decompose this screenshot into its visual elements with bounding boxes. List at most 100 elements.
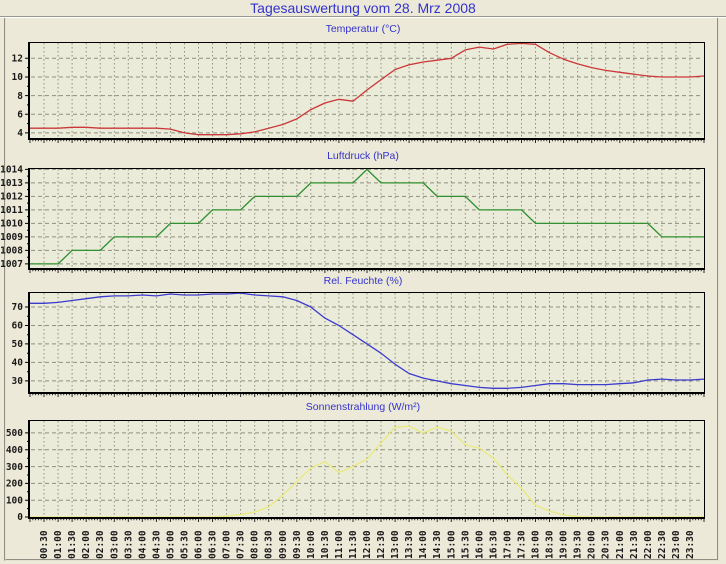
x-time-label: 13:30 — [404, 530, 415, 559]
pressure-plot-horizontal-grid — [31, 168, 703, 265]
y-tick-label: 1010 — [0, 219, 23, 230]
radiation-plot-frame — [30, 420, 705, 517]
x-time-label: 08:30 — [264, 530, 275, 559]
x-time-label: 12:30 — [376, 530, 387, 559]
x-time-label: 09:00 — [278, 530, 289, 559]
x-time-label: 03:30 — [123, 530, 134, 559]
x-time-label: 02:00 — [81, 530, 92, 559]
x-time-label: 00:30 — [39, 530, 50, 559]
y-tick-label: 1013 — [0, 178, 23, 189]
x-time-label: 14:00 — [418, 530, 429, 559]
x-time-label: 10:00 — [306, 530, 317, 559]
x-time-label: 02:30 — [95, 530, 106, 559]
y-tick-label: 8 — [17, 91, 23, 102]
x-time-label: 15:30 — [460, 530, 471, 559]
x-time-label: 17:30 — [517, 530, 528, 559]
y-tick-label: 6 — [17, 109, 23, 120]
radiation-plot-axes — [28, 420, 705, 519]
charts-panel — [4, 18, 719, 561]
x-time-label: 18:30 — [545, 530, 556, 559]
radiation-plot-horizontal-grid — [31, 432, 703, 501]
x-time-label: 01:00 — [53, 530, 64, 559]
x-time-label: 17:00 — [502, 530, 513, 559]
temperature-plot-axes — [28, 42, 705, 140]
y-tick-label: 10 — [12, 72, 24, 83]
x-time-label: 09:30 — [292, 530, 303, 559]
x-time-label: 22:00 — [643, 530, 654, 559]
chart-title-pressure: Luftdruck (hPa) — [327, 150, 399, 162]
pressure-plot-axes — [28, 168, 705, 270]
x-time-label: 11:00 — [334, 530, 345, 559]
pressure-plot-vertical-grid — [43, 169, 691, 267]
x-time-label: 06:30 — [208, 530, 219, 559]
temperature-plot-x-ticks — [29, 139, 705, 143]
y-tick-label: 400 — [6, 445, 23, 456]
chart-title-temperature: Temperatur (°C) — [325, 23, 401, 35]
pressure-plot-frame — [30, 168, 705, 268]
x-time-label: 23:00 — [671, 530, 682, 559]
x-time-label: 05:00 — [165, 530, 176, 559]
temperature-plot-frame — [30, 42, 705, 138]
chart-title-humidity: Rel. Feuchte (%) — [323, 275, 403, 287]
y-tick-label: 1012 — [0, 192, 23, 203]
y-tick-label: 40 — [12, 358, 24, 369]
x-time-label: 15:00 — [446, 530, 457, 559]
x-time-label: 07:00 — [222, 530, 233, 559]
y-tick-label: 12 — [12, 54, 23, 65]
x-time-label: 04:00 — [137, 530, 148, 559]
x-time-label: 14:30 — [432, 530, 443, 559]
y-tick-label: 500 — [6, 428, 23, 439]
x-time-label: 18:00 — [531, 530, 542, 559]
chart-title-radiation: Sonnenstrahlung (W/m²) — [305, 401, 421, 413]
y-tick-label: 50 — [12, 339, 24, 350]
humidity-plot-series-line — [29, 292, 705, 389]
x-time-label: 19:00 — [559, 530, 570, 559]
temperature-plot-series-line — [29, 42, 705, 136]
y-tick-label: 1008 — [0, 246, 23, 257]
pressure-plot-x-ticks — [29, 269, 705, 273]
humidity-plot-axes — [28, 292, 705, 394]
x-time-label: 22:30 — [657, 530, 668, 559]
y-tick-label: 4 — [17, 128, 23, 139]
y-tick-label: 100 — [6, 495, 23, 506]
page-title: Tagesauswertung vom 28. Mrz 2008 — [250, 0, 476, 16]
x-time-label: 01:30 — [67, 530, 78, 559]
y-tick-label: 1014 — [0, 165, 23, 176]
y-tick-label: 1009 — [0, 232, 23, 243]
y-tick-label: 30 — [12, 376, 24, 387]
x-time-label: 21:00 — [615, 530, 626, 559]
x-time-label: 12:00 — [362, 530, 373, 559]
x-time-label: 16:30 — [488, 530, 499, 559]
humidity-plot-vertical-grid — [43, 293, 691, 391]
x-time-label: 05:30 — [180, 530, 191, 559]
y-tick-label: 70 — [12, 302, 24, 313]
y-tick-label: 1011 — [0, 205, 23, 216]
radiation-plot-x-ticks — [29, 518, 705, 522]
temperature-plot-horizontal-grid — [31, 57, 703, 134]
y-tick-label: 60 — [12, 321, 24, 332]
y-tick-label: 200 — [6, 479, 23, 490]
humidity-plot-x-ticks — [29, 393, 705, 397]
x-time-label: 21:30 — [629, 530, 640, 559]
x-time-label: 19:30 — [573, 530, 584, 559]
x-time-label: 08:00 — [250, 530, 261, 559]
x-time-label: 13:00 — [390, 530, 401, 559]
radiation-plot-background — [30, 420, 704, 517]
x-time-label: 07:30 — [236, 530, 247, 559]
title-divider — [0, 16, 726, 18]
humidity-plot-frame — [30, 292, 705, 392]
x-time-label: 11:30 — [348, 530, 359, 559]
x-time-label: 23:30 — [685, 530, 696, 559]
x-time-label: 20:00 — [587, 530, 598, 559]
pressure-plot-series-line — [29, 168, 705, 265]
x-time-label: 03:00 — [109, 530, 120, 559]
x-time-label: 16:00 — [474, 530, 485, 559]
y-tick-label: 300 — [6, 462, 23, 473]
y-tick-label: 0 — [17, 512, 23, 523]
x-time-label: 20:30 — [601, 530, 612, 559]
x-time-label: 10:30 — [320, 530, 331, 559]
x-time-label: 06:00 — [194, 530, 205, 559]
y-tick-label: 1007 — [0, 259, 23, 270]
x-time-label: 04:30 — [151, 530, 162, 559]
